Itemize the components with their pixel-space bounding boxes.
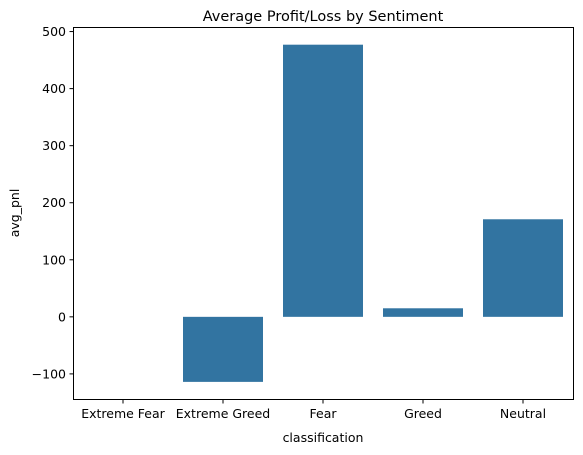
y-tick-label: 400: [42, 81, 66, 96]
y-tick-label: 200: [42, 195, 66, 210]
bar-neutral: [483, 219, 563, 317]
chart-title: Average Profit/Loss by Sentiment: [203, 9, 444, 25]
bar-extreme-greed: [183, 316, 263, 382]
x-axis-label: classification: [283, 430, 364, 445]
plot-frame: [73, 27, 574, 400]
x-axis: Extreme Fear Extreme Greed Fear Greed Neutra…: [81, 400, 546, 421]
y-tick-label: −100: [32, 366, 66, 381]
bar-greed: [383, 308, 463, 317]
x-tick-label: Neutral: [500, 406, 546, 421]
y-axis-label: avg_pnl: [7, 189, 22, 238]
y-tick-label: 0: [58, 309, 66, 324]
x-tick-label: Extreme Fear: [81, 406, 165, 421]
x-tick-label: Extreme Greed: [176, 406, 270, 421]
x-tick-label: Greed: [404, 406, 442, 421]
y-tick-label: 100: [42, 252, 66, 267]
bars-group: [183, 44, 563, 382]
y-tick-label: 300: [42, 138, 66, 153]
x-tick-label: Fear: [310, 406, 338, 421]
y-tick-label: 500: [42, 24, 66, 39]
bar-fear: [283, 44, 363, 317]
y-axis: −100 0 100 200 300 400 500: [32, 24, 73, 381]
